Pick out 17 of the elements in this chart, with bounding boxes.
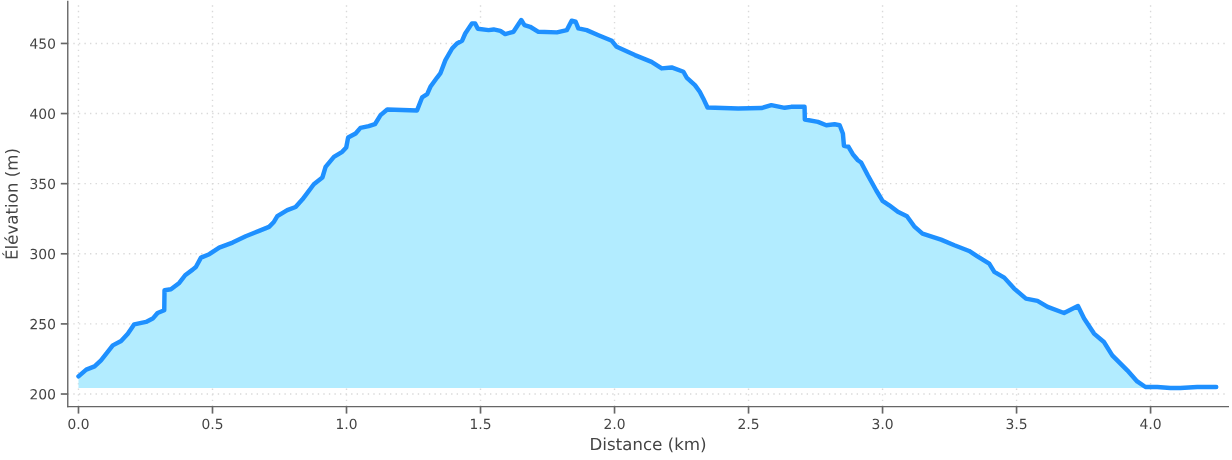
x-tick-label: 0.5: [202, 418, 223, 430]
y-tick-label: 200: [30, 388, 56, 400]
y-tick-label: 300: [30, 248, 56, 260]
x-tick-label: 2.0: [604, 418, 625, 430]
y-tick-label: 250: [30, 318, 56, 330]
y-axis-title: Élévation (m): [2, 149, 20, 259]
x-axis-title: Distance (km): [591, 437, 706, 453]
y-tick-label: 400: [30, 108, 56, 120]
x-tick-label: 3.5: [1006, 418, 1027, 430]
y-tick-label: 350: [30, 178, 56, 190]
x-tick-label: 0.0: [68, 418, 89, 430]
y-tick-label: 450: [30, 38, 56, 49]
x-tick-label: 3.0: [872, 418, 893, 430]
x-tick-label: 4.0: [1140, 418, 1161, 430]
x-tick-label: 2.5: [738, 418, 759, 430]
x-tick-label: 1.0: [336, 418, 357, 430]
x-tick-label: 1.5: [471, 418, 491, 430]
